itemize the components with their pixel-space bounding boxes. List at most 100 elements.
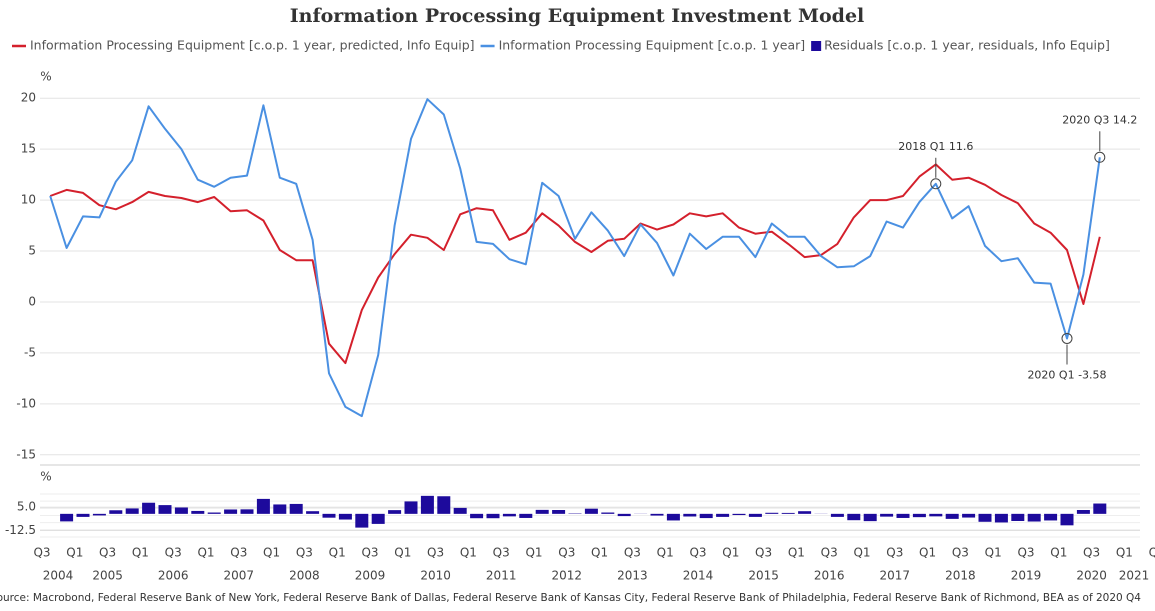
year-label: 2019 <box>1011 569 1042 583</box>
residual-y-tick-label: 5.0 <box>17 500 36 514</box>
residual-bar <box>306 511 320 514</box>
residual-bar <box>92 513 106 516</box>
residual-bar <box>1011 513 1025 521</box>
y-tick-label: -10 <box>16 396 36 410</box>
residual-bar <box>207 512 221 514</box>
residual-bar <box>1060 513 1074 526</box>
residual-bar <box>502 513 516 517</box>
x-tick-label: Q1 <box>657 546 674 560</box>
residual-y-unit: % <box>40 470 51 484</box>
x-tick-label: Q1 <box>722 546 739 560</box>
residual-bar <box>338 513 352 520</box>
x-tick-label: Q3 <box>886 546 903 560</box>
year-label: 2015 <box>748 569 779 583</box>
year-label: 2009 <box>355 569 386 583</box>
year-label: 2017 <box>880 569 911 583</box>
residual-bar <box>945 513 959 519</box>
x-tick-label: Q1 <box>197 546 214 560</box>
residual-bar <box>617 513 631 517</box>
series-line <box>49 163 1101 365</box>
legend-label: Information Processing Equipment [c.o.p.… <box>30 38 475 53</box>
residual-bar <box>699 513 713 519</box>
x-tick-label: Q1 <box>1116 546 1133 560</box>
x-tick-label: Q1 <box>525 546 542 560</box>
x-tick-label: Q1 <box>853 546 870 560</box>
year-label: 2016 <box>814 569 845 583</box>
residual-bar <box>273 504 287 514</box>
residual-bar <box>240 509 254 514</box>
annotation: 2020 Q3 14.2 <box>1062 113 1137 126</box>
x-tick-label: Q3 <box>99 546 116 560</box>
residual-bar <box>830 513 844 517</box>
x-tick-label: Q1 <box>788 546 805 560</box>
residual-bar <box>748 513 762 517</box>
residual-bar <box>584 508 598 514</box>
year-label: 2012 <box>552 569 583 583</box>
residual-y-tick-label: -12.5 <box>5 523 36 537</box>
residual-bar <box>863 513 877 522</box>
residual-bar <box>994 513 1008 523</box>
residual-bar <box>142 502 156 514</box>
year-label: 2010 <box>420 569 451 583</box>
residual-bar <box>109 510 123 514</box>
x-tick-label: Q3 <box>427 546 444 560</box>
residual-bar <box>781 512 795 514</box>
x-tick-label: Q1 <box>919 546 936 560</box>
x-tick-label: Q1 <box>591 546 608 560</box>
year-label: 2004 <box>43 569 74 583</box>
y-tick-label: -15 <box>16 447 36 461</box>
x-tick-label: Q3 <box>361 546 378 560</box>
year-label: 2021 <box>1119 569 1150 583</box>
chart-title: Information Processing Equipment Investm… <box>290 5 865 27</box>
residual-bar <box>191 510 205 514</box>
residual-bar <box>453 507 467 514</box>
residual-bar <box>896 513 910 518</box>
residual-bar <box>470 513 484 519</box>
residual-bar <box>355 513 369 528</box>
x-tick-label: Q3 <box>624 546 641 560</box>
residual-bar <box>289 503 303 514</box>
residual-bar <box>388 510 402 514</box>
annotation-marker <box>1094 151 1106 163</box>
residual-bar <box>962 513 976 518</box>
residual-bar <box>650 513 664 516</box>
residual-bar <box>552 510 566 514</box>
annotation-marker <box>1061 332 1073 344</box>
residual-bar <box>666 513 680 521</box>
residual-bar <box>371 513 385 524</box>
residual-bar <box>683 513 697 517</box>
year-label: 2005 <box>92 569 123 583</box>
residual-bar <box>420 495 434 514</box>
residual-bar <box>535 509 549 514</box>
residual-bar <box>798 511 812 514</box>
y-tick-label: 10 <box>21 193 36 207</box>
y-tick-label: 20 <box>21 91 36 105</box>
x-tick-label: Q3 <box>33 546 50 560</box>
residual-bar <box>322 513 336 518</box>
y-tick-label: 15 <box>21 142 36 156</box>
x-tick-label: Q3 <box>165 546 182 560</box>
year-label: 2020 <box>1076 569 1107 583</box>
residual-bar <box>519 513 533 518</box>
residual-bar <box>601 512 615 514</box>
year-label: 2007 <box>224 569 255 583</box>
x-tick-label: Q1 <box>66 546 83 560</box>
year-label: 2013 <box>617 569 648 583</box>
x-tick-label: Q1 <box>1050 546 1067 560</box>
annotation: 2020 Q1 -3.58 <box>1027 368 1106 381</box>
x-tick-label: Q1 <box>263 546 280 560</box>
residual-bar <box>486 513 500 519</box>
x-tick-label: Q3 <box>230 546 247 560</box>
year-label: 2018 <box>945 569 976 583</box>
residual-bar <box>765 512 779 514</box>
residual-bar <box>437 496 451 514</box>
residual-bar <box>125 508 139 514</box>
legend-label: Information Processing Equipment [c.o.p.… <box>499 38 806 53</box>
year-label: 2008 <box>289 569 320 583</box>
x-tick-label: Q3 <box>952 546 969 560</box>
residual-bar <box>1093 503 1107 514</box>
residual-bar <box>174 507 188 514</box>
series-line <box>49 98 1101 418</box>
annotation: 2018 Q1 11.6 <box>898 140 973 153</box>
x-tick-label: Q3 <box>1149 546 1155 560</box>
